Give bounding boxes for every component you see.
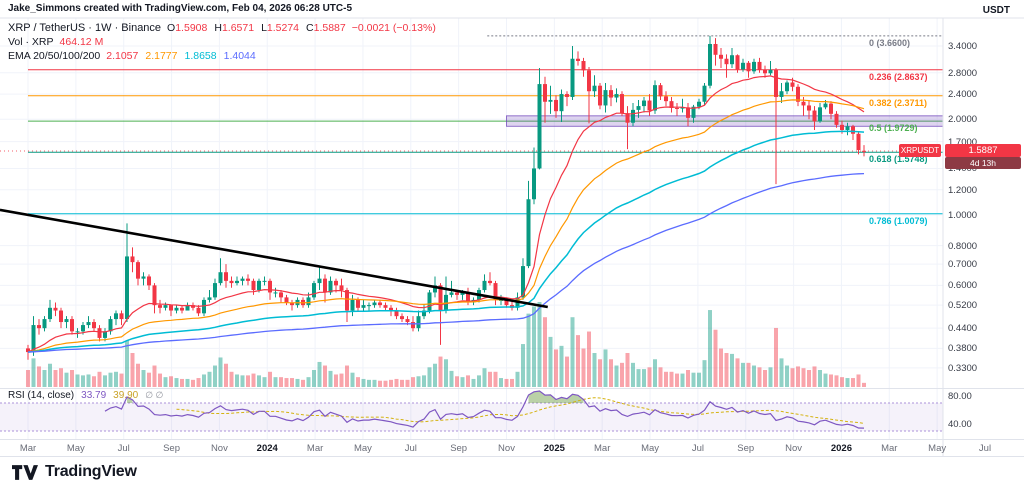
chart-canvas[interactable]: [0, 0, 1024, 460]
ohlc-pair: H1.6571: [214, 22, 255, 34]
price-tick-label: 0.7000: [948, 259, 978, 271]
price-tick-label: 0.3800: [948, 343, 978, 355]
volume-label[interactable]: Vol · XRP: [8, 36, 54, 48]
symbol-row: XRP / TetherUS · 1W · Binance O1.5908 H1.…: [8, 21, 436, 35]
time-axis-label: 2026: [830, 443, 852, 454]
price-tick-label: 0.3300: [948, 362, 978, 374]
price-tick-label: 1.7000: [948, 136, 978, 148]
rsi-extra-icons: ∅ ∅: [145, 390, 164, 400]
time-axis-label: Nov: [210, 443, 228, 454]
time-axis-label: May: [353, 443, 372, 454]
price-tick-label: 0.6000: [948, 280, 978, 292]
price-tick-label: 3.4000: [948, 41, 978, 52]
ohlc-pair: C1.5887: [306, 22, 346, 34]
time-axis-label: Sep: [163, 443, 180, 454]
time-axis-label: Jul: [691, 443, 704, 454]
ema-values: 2.1057 2.1777 1.8658 1.4044: [106, 49, 256, 63]
price-tick-label: 1.0000: [948, 209, 978, 221]
time-axis-label: May: [641, 443, 660, 454]
price-tick-label: 1.2000: [948, 184, 978, 196]
price-tick-label: 2.8000: [948, 67, 978, 79]
bar-countdown: 4d 13h: [945, 156, 1021, 169]
rsi-tick-label: 80.00: [948, 391, 972, 402]
time-axis-label: Mar: [19, 443, 37, 454]
ema-label[interactable]: EMA 20/50/100/200: [8, 50, 101, 62]
volume-value: 464.12 M: [59, 36, 104, 48]
price-tick-label: 0.8000: [948, 240, 978, 252]
price-axis-currency: USDT: [982, 5, 1010, 16]
ohlc-pair: O1.5908: [167, 22, 208, 34]
last-price-badge: 1.5887: [945, 143, 1021, 157]
rsi-value: 33.79: [81, 390, 107, 401]
time-axis-label: Mar: [881, 443, 898, 454]
time-axis-label: Nov: [785, 443, 803, 454]
rsi-value: 39.90: [113, 390, 139, 401]
time-axis-label: Mar: [306, 443, 324, 454]
time-axis-label: Sep: [450, 443, 468, 454]
time-axis-label: May: [928, 443, 947, 454]
time-axis-label: Nov: [498, 443, 515, 454]
symbol-title[interactable]: XRP / TetherUS · 1W · Binance: [8, 22, 162, 34]
ema-value: 2.1057: [106, 50, 139, 62]
fib-level-label: 0.382 (2.3711): [869, 97, 928, 108]
fib-level-label: 0.618 (1.5748): [869, 154, 928, 165]
fib-level-label: 0.236 (2.8637): [869, 71, 928, 82]
ema-row: EMA 20/50/100/200 2.1057 2.1777 1.8658 1.40…: [8, 49, 436, 63]
price-tick-label: 0.4400: [948, 323, 978, 335]
fib-level-label: 0.786 (1.0079): [869, 215, 928, 226]
time-axis-label: May: [66, 443, 85, 454]
volume-row: Vol · XRP 464.12 M: [8, 35, 436, 49]
ema-value: 1.4044: [223, 50, 256, 62]
symbol-legend: XRP / TetherUS · 1W · Binance O1.5908 H1.…: [8, 21, 436, 63]
tradingview-logo[interactable]: TradingView: [12, 463, 137, 481]
fib-level-label: 0.5 (1.9729): [869, 123, 918, 134]
attribution-text: Jake_Simmons created with TradingView.co…: [8, 3, 353, 14]
time-axis-label: Sep: [737, 443, 755, 454]
price-tick-label: 2.4000: [948, 89, 978, 101]
tradingview-logo-icon: [12, 464, 38, 480]
symbol-price-badge: XRPUSDT: [899, 143, 941, 157]
time-axis-label: Jul: [117, 443, 130, 454]
price-tick-label: 0.5200: [948, 300, 978, 312]
time-axis-label: Jul: [404, 443, 417, 454]
rsi-legend: RSI (14, close) 33.79 39.90 ∅ ∅: [8, 390, 163, 401]
change-value: −0.0021 (−0.13%): [351, 22, 436, 34]
ema-value: 1.8658: [184, 50, 217, 62]
ema-value: 2.1777: [145, 50, 178, 62]
rsi-tick-label: 40.00: [948, 419, 972, 430]
tradingview-logo-text: TradingView: [45, 463, 137, 480]
ohlc-values: O1.5908 H1.6571 L1.5274 C1.5887: [167, 21, 346, 35]
time-axis-label: 2024: [256, 443, 278, 454]
time-axis-label: Mar: [594, 443, 611, 454]
fib-level-label: 0 (3.6600): [869, 37, 911, 48]
ohlc-pair: L1.5274: [261, 22, 300, 34]
time-axis-label: Jul: [978, 443, 992, 454]
rsi-label[interactable]: RSI (14, close): [8, 390, 75, 401]
rsi-values: 33.79 39.90: [81, 390, 138, 401]
time-axis-label: 2025: [543, 443, 565, 454]
price-tick-label: 2.0000: [948, 114, 978, 126]
